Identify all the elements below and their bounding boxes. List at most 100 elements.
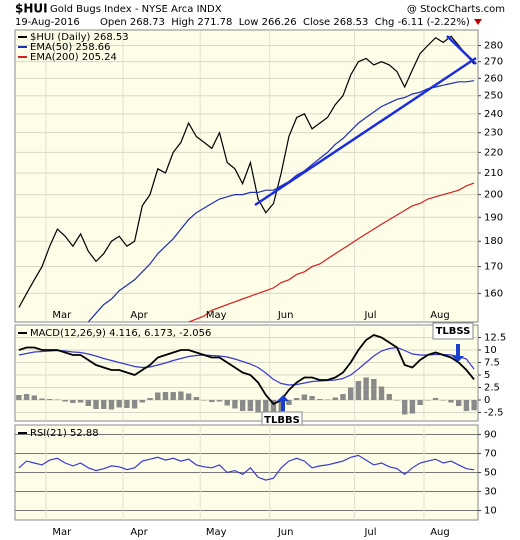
histogram-bar (70, 400, 76, 403)
histogram-bar (108, 400, 115, 410)
histogram-bar (340, 394, 346, 400)
y-tick-label: 0 (484, 395, 490, 406)
x-tick-label: Jul (363, 527, 376, 538)
panel-title: MACD(12,26,9) 4.116, 6.173, -2.056 (30, 328, 211, 339)
histogram-bar (116, 400, 122, 408)
histogram-bar (317, 399, 323, 400)
annotation-arrow-head (277, 395, 289, 401)
source: @ StockCharts.com (407, 4, 505, 15)
histogram-bar (201, 400, 207, 401)
histogram-bar (101, 400, 107, 409)
plot (15, 425, 478, 520)
histogram-bar (286, 400, 292, 405)
legend-entry: EMA(50) 258.66 (30, 42, 110, 53)
histogram-bar (263, 400, 269, 416)
histogram-bar (139, 400, 146, 403)
histogram-bar (448, 400, 454, 403)
histogram-bar (417, 400, 423, 405)
y-tick-label: 10 (484, 345, 497, 356)
annotation: TLBBS (264, 415, 300, 426)
panel (14, 324, 479, 422)
histogram-bar (185, 393, 192, 400)
annotation-box (432, 322, 474, 340)
y-tick-label: 170 (484, 262, 503, 273)
series-line (18, 346, 475, 386)
histogram-bar (255, 400, 261, 413)
histogram-bar (425, 400, 431, 401)
annotation: TLBSS (436, 326, 471, 337)
histogram-bar (363, 377, 369, 400)
histogram-bar (301, 394, 308, 400)
histogram-bar (394, 400, 400, 401)
y-tick-label: 190 (484, 212, 503, 223)
histogram-bar (39, 398, 45, 400)
y-tick-label: 180 (484, 236, 503, 247)
y-tick-label: 250 (484, 91, 503, 102)
histogram-bar (347, 387, 354, 400)
y-tick-label: 200 (484, 190, 503, 201)
y-tick-label: 5 (484, 370, 490, 381)
index-title: Gold Bugs Index - NYSE Arca INDX (50, 4, 222, 15)
histogram-bar (224, 400, 230, 406)
y-tick-label: 230 (484, 128, 503, 139)
histogram-bar (16, 395, 22, 400)
histogram-bar (162, 392, 169, 400)
histogram-bar (124, 400, 130, 408)
down-marker (474, 19, 482, 25)
panel-title: RSI(21) 52.88 (30, 428, 99, 439)
x-tick-label: Jun (277, 310, 294, 321)
quote: Open 268.73 High 271.78 Low 266.26 Close… (100, 17, 470, 28)
histogram-bar (147, 398, 153, 400)
histogram-bar (309, 396, 315, 400)
trendline (446, 35, 477, 65)
legend-entry: EMA(200) 205.24 (30, 52, 117, 63)
histogram-bar (386, 394, 392, 400)
y-tick-label: -2.5 (484, 408, 504, 419)
histogram-bar (93, 400, 99, 409)
y-tick-label: 260 (484, 73, 503, 84)
histogram-bar (209, 400, 215, 402)
y-tick-label: 70 (484, 449, 497, 460)
histogram-bar (456, 400, 462, 406)
histogram-bar (193, 397, 200, 400)
symbol: $HUI (15, 2, 48, 16)
histogram-bar (62, 400, 68, 402)
x-tick-label: May (206, 310, 227, 321)
trendline (254, 56, 477, 207)
y-tick-label: 10 (484, 506, 497, 517)
y-tick-label: 210 (484, 168, 503, 179)
y-tick-label: 2.5 (484, 383, 500, 394)
histogram-bar (378, 386, 385, 400)
histogram-bar (54, 399, 61, 400)
series-line (188, 182, 475, 322)
histogram-bar (270, 400, 277, 418)
histogram-bar (293, 398, 300, 400)
histogram-bar (155, 392, 161, 400)
y-tick-label: 12.5 (484, 333, 506, 344)
histogram-bar (85, 400, 92, 406)
series-line (87, 80, 475, 322)
histogram-bar (232, 400, 238, 409)
histogram-bar (471, 400, 477, 411)
legend-entry: $HUI (Daily) 268.53 (30, 32, 129, 43)
y-tick-label: 7.5 (484, 358, 500, 369)
plot (15, 325, 478, 421)
histogram-bar (409, 400, 416, 414)
histogram-bar (131, 400, 138, 409)
x-tick-label: Mar (52, 527, 72, 538)
histogram-bar (247, 400, 254, 411)
date: 19-Aug-2016 (15, 17, 80, 28)
histogram-bar (355, 381, 362, 400)
histogram-bar (440, 400, 446, 401)
histogram-bar (332, 397, 338, 400)
annotation-arrow-head (452, 356, 464, 362)
x-tick-label: Aug (430, 310, 450, 321)
x-tick-label: Aug (430, 527, 450, 538)
x-tick-label: Jun (277, 527, 294, 538)
histogram-bar (239, 400, 246, 411)
panel (14, 29, 479, 323)
x-tick-label: Apr (130, 527, 148, 538)
plot (15, 30, 478, 322)
y-tick-label: 220 (484, 147, 503, 158)
